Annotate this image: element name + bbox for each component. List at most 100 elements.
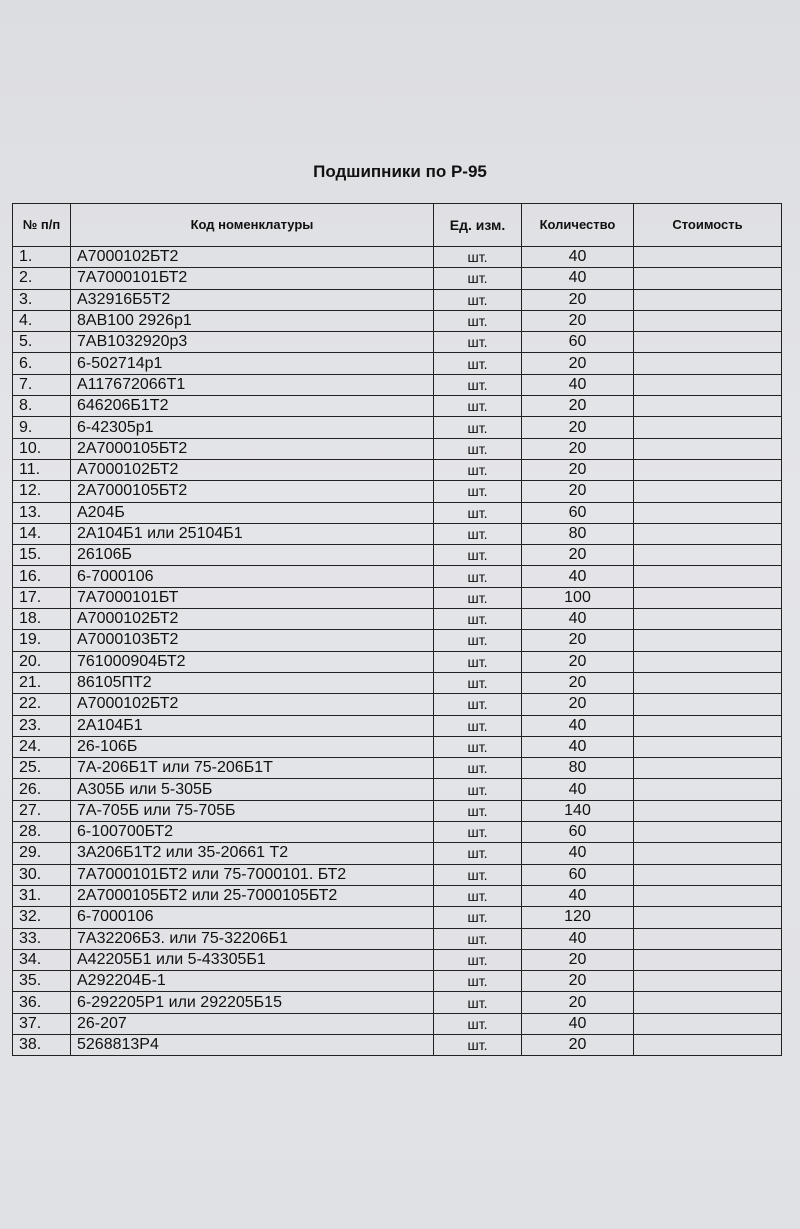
row-code: 7А32206Б3. или 75-32206Б1: [70, 927, 434, 950]
row-code: 7А7000101БТ2 или 75-7000101. БТ2: [70, 863, 434, 886]
row-quantity: 60: [521, 501, 634, 524]
row-unit: шт.: [433, 309, 522, 333]
row-unit: шт.: [433, 863, 522, 886]
table-row: 8. 646206Б1Т2 шт. 20: [12, 395, 782, 418]
row-cost: [633, 373, 782, 397]
row-unit: шт.: [433, 948, 522, 972]
row-unit: шт.: [433, 501, 522, 524]
row-cost: [633, 331, 782, 354]
row-cost: [633, 267, 782, 290]
row-cost: [633, 1012, 782, 1035]
row-quantity: 120: [521, 906, 634, 929]
row-code: А42205Б1 или 5-43305Б1: [70, 948, 434, 972]
row-number: 2.: [12, 267, 71, 290]
table-row: 26. А305Б или 5-305Б шт. 40: [12, 778, 782, 801]
row-quantity: 40: [521, 565, 634, 588]
row-cost: [633, 948, 782, 972]
row-number: 8.: [12, 395, 71, 418]
bearings-table: № п/п Код номенклатуры Ед. изм. Количест…: [12, 203, 782, 1057]
row-code: 26-106Б: [70, 735, 434, 759]
row-code: 2А104Б1 или 25104Б1: [70, 522, 434, 546]
row-quantity: 20: [521, 1033, 634, 1057]
row-code: 6-100700БТ2: [70, 821, 434, 844]
row-quantity: 20: [521, 416, 634, 439]
row-unit: шт.: [433, 480, 522, 503]
row-code: 7А7000101БТ2: [70, 267, 434, 290]
row-unit: шт.: [433, 608, 522, 631]
row-code: 86105ПТ2: [70, 671, 434, 695]
row-unit: шт.: [433, 693, 522, 716]
row-number: 20.: [12, 650, 71, 673]
row-quantity: 20: [521, 948, 634, 972]
row-code: А204Б: [70, 501, 434, 524]
row-cost: [633, 842, 782, 865]
row-unit: шт.: [433, 671, 522, 695]
row-code: 2А104Б1: [70, 714, 434, 737]
row-code: 6-7000106: [70, 906, 434, 929]
row-cost: [633, 458, 782, 482]
row-code: 6-292205Р1 или 292205Б15: [70, 991, 434, 1014]
row-unit: шт.: [433, 1012, 522, 1035]
row-code: 2А7000105БТ2 или 25-7000105БТ2: [70, 884, 434, 908]
row-cost: [633, 778, 782, 801]
row-cost: [633, 714, 782, 737]
row-cost: [633, 565, 782, 588]
table-row: 33. 7А32206Б3. или 75-32206Б1 шт. 40: [12, 927, 782, 950]
row-cost: [633, 970, 782, 993]
row-number: 5.: [12, 331, 71, 354]
row-number: 28.: [12, 821, 71, 844]
row-code: А7000102БТ2: [70, 693, 434, 716]
row-unit: шт.: [433, 884, 522, 908]
row-cost: [633, 416, 782, 439]
row-unit: шт.: [433, 970, 522, 993]
row-code: 8АВ100 2926р1: [70, 309, 434, 333]
row-number: 15.: [12, 544, 71, 567]
row-quantity: 20: [521, 991, 634, 1014]
row-code: А32916Б5Т2: [70, 288, 434, 311]
row-cost: [633, 927, 782, 950]
row-unit: шт.: [433, 458, 522, 482]
row-number: 17.: [12, 586, 71, 610]
row-code: 2А7000105БТ2: [70, 437, 434, 460]
table-row: 4. 8АВ100 2926р1 шт. 20: [12, 309, 782, 333]
row-cost: [633, 799, 782, 823]
row-cost: [633, 863, 782, 886]
table-row: 30. 7А7000101БТ2 или 75-7000101. БТ2 шт. 60: [12, 863, 782, 886]
row-quantity: 20: [521, 671, 634, 695]
row-quantity: 20: [521, 970, 634, 993]
header-qty: Количество: [521, 203, 634, 247]
row-quantity: 60: [521, 331, 634, 354]
row-cost: [633, 906, 782, 929]
table-row: 35. А292204Б-1 шт. 20: [12, 970, 782, 993]
row-unit: шт.: [433, 757, 522, 780]
row-unit: шт.: [433, 991, 522, 1014]
row-unit: шт.: [433, 799, 522, 823]
row-number: 29.: [12, 842, 71, 865]
row-code: 26106Б: [70, 544, 434, 567]
row-quantity: 40: [521, 245, 634, 269]
row-number: 38.: [12, 1033, 71, 1057]
row-quantity: 20: [521, 458, 634, 482]
row-quantity: 40: [521, 884, 634, 908]
row-quantity: 40: [521, 778, 634, 801]
row-number: 16.: [12, 565, 71, 588]
row-number: 36.: [12, 991, 71, 1014]
row-number: 37.: [12, 1012, 71, 1035]
row-quantity: 60: [521, 821, 634, 844]
row-code: 7А-705Б или 75-705Б: [70, 799, 434, 823]
row-unit: шт.: [433, 395, 522, 418]
row-cost: [633, 650, 782, 673]
row-number: 11.: [12, 458, 71, 482]
row-cost: [633, 522, 782, 546]
row-number: 19.: [12, 629, 71, 652]
row-unit: шт.: [433, 267, 522, 290]
table-row: 19. А7000103БТ2 шт. 20: [12, 629, 782, 652]
row-number: 13.: [12, 501, 71, 524]
row-code: А7000102БТ2: [70, 458, 434, 482]
row-number: 24.: [12, 735, 71, 759]
row-code: 26-207: [70, 1012, 434, 1035]
row-unit: шт.: [433, 906, 522, 929]
table-row: 25. 7А-206Б1Т или 75-206Б1Т шт. 80: [12, 757, 782, 780]
row-quantity: 40: [521, 735, 634, 759]
row-cost: [633, 757, 782, 780]
